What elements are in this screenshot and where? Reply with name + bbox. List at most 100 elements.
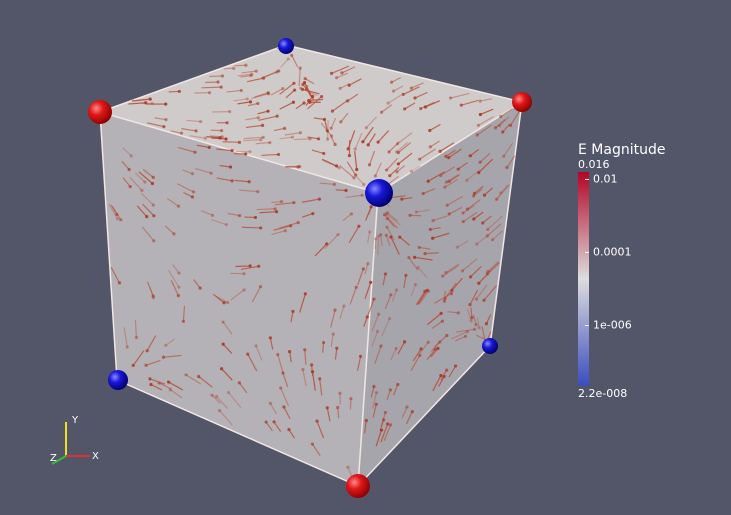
field-arrow	[149, 287, 154, 298]
field-arrow	[221, 368, 233, 381]
field-arrow	[183, 191, 193, 198]
field-arrow-head	[334, 164, 339, 168]
field-arrow-head	[439, 373, 443, 378]
field-arrow-head	[386, 422, 390, 426]
field-arrow	[408, 257, 419, 271]
field-arrow-head	[220, 129, 224, 133]
field-arrow-head	[450, 288, 454, 292]
field-arrow-head	[414, 210, 418, 214]
field-arrow-head	[267, 92, 271, 96]
field-arrow-head	[395, 142, 400, 146]
field-arrow-head	[291, 309, 295, 313]
field-arrow-head	[334, 76, 339, 80]
field-arrow-head	[475, 242, 479, 246]
field-arrow	[366, 298, 375, 318]
field-arrow	[227, 392, 242, 409]
field-arrow	[357, 268, 364, 286]
field-arrow-head	[478, 99, 482, 103]
field-arrow-head	[273, 207, 277, 211]
field-arrow-head	[474, 323, 478, 327]
field-arrow-head	[449, 292, 453, 296]
field-arrow-head	[407, 256, 411, 260]
field-arrow	[240, 265, 259, 270]
field-arrow-head	[444, 154, 448, 158]
field-arrow-head	[402, 340, 407, 344]
field-arrow-head	[508, 123, 513, 127]
field-arrow-head	[355, 167, 359, 172]
field-arrow-head	[485, 234, 490, 238]
field-arrow	[300, 87, 318, 97]
field-arrow	[495, 119, 506, 129]
field-arrow	[430, 226, 441, 231]
field-arrow-head	[470, 316, 474, 320]
field-arrow	[337, 407, 340, 419]
field-arrow-head	[346, 465, 350, 469]
field-arrow-head	[261, 123, 265, 128]
field-arrow-head	[288, 350, 292, 354]
field-arrow	[332, 99, 349, 112]
field-arrow	[302, 369, 307, 387]
field-arrow	[280, 58, 289, 68]
field-arrow	[401, 197, 413, 200]
field-arrow-head	[431, 218, 435, 223]
field-arrow	[419, 148, 436, 160]
field-arrow	[502, 123, 510, 133]
field-arrow-head	[217, 408, 222, 413]
field-arrow-head	[416, 265, 420, 269]
field-arrow-head	[366, 261, 370, 266]
field-arrow-head	[245, 97, 249, 101]
field-arrow-head	[398, 235, 402, 239]
field-arrow	[227, 212, 240, 217]
field-arrow-head	[490, 238, 495, 242]
field-arrow-head	[292, 200, 296, 205]
field-arrow-head	[501, 130, 505, 134]
field-arrow-head	[203, 136, 208, 140]
field-arrow-head	[244, 152, 248, 156]
field-arrow-head	[499, 114, 503, 119]
field-arrow-head	[428, 128, 432, 133]
field-arrow-head	[448, 96, 453, 100]
cube-face-right	[358, 102, 522, 486]
field-arrow	[290, 311, 294, 323]
field-arrow	[138, 171, 153, 184]
field-arrow	[440, 166, 455, 177]
field-arrow	[397, 142, 412, 154]
field-arrow	[384, 214, 399, 229]
field-arrow-head	[387, 150, 391, 154]
field-arrow-head	[358, 354, 363, 359]
field-arrow	[403, 275, 407, 289]
field-arrow-head	[256, 116, 260, 120]
legend-title: E Magnitude	[578, 142, 665, 158]
field-arrow	[128, 102, 146, 105]
field-arrow	[397, 132, 413, 145]
field-arrow-head	[453, 364, 458, 368]
field-arrow-head	[333, 308, 337, 312]
field-arrow-head	[298, 131, 303, 135]
field-arrow-head	[342, 304, 346, 308]
field-arrow	[129, 176, 143, 191]
field-arrow-head	[385, 225, 389, 229]
field-arrow	[438, 376, 445, 387]
field-arrow	[472, 314, 477, 325]
field-arrow	[366, 231, 371, 244]
field-arrow	[476, 233, 490, 245]
field-arrow-head	[337, 166, 341, 170]
field-arrow	[429, 123, 441, 132]
field-arrow-head	[428, 227, 432, 232]
field-arrow	[347, 93, 359, 102]
field-arrow	[222, 321, 233, 335]
field-arrow-head	[413, 255, 417, 259]
field-arrow-head	[349, 212, 354, 216]
field-arrow-head	[468, 303, 472, 307]
field-arrow	[371, 331, 379, 347]
field-arrow	[415, 291, 426, 305]
field-arrow-head	[291, 100, 296, 104]
field-arrow-head	[417, 245, 421, 250]
field-arrow-head	[326, 137, 330, 141]
field-arrow	[354, 150, 358, 170]
field-arrow	[374, 345, 382, 364]
field-arrow-head	[224, 137, 228, 141]
field-arrow-head	[465, 207, 470, 211]
field-arrow	[311, 371, 316, 391]
field-arrow	[374, 238, 377, 250]
